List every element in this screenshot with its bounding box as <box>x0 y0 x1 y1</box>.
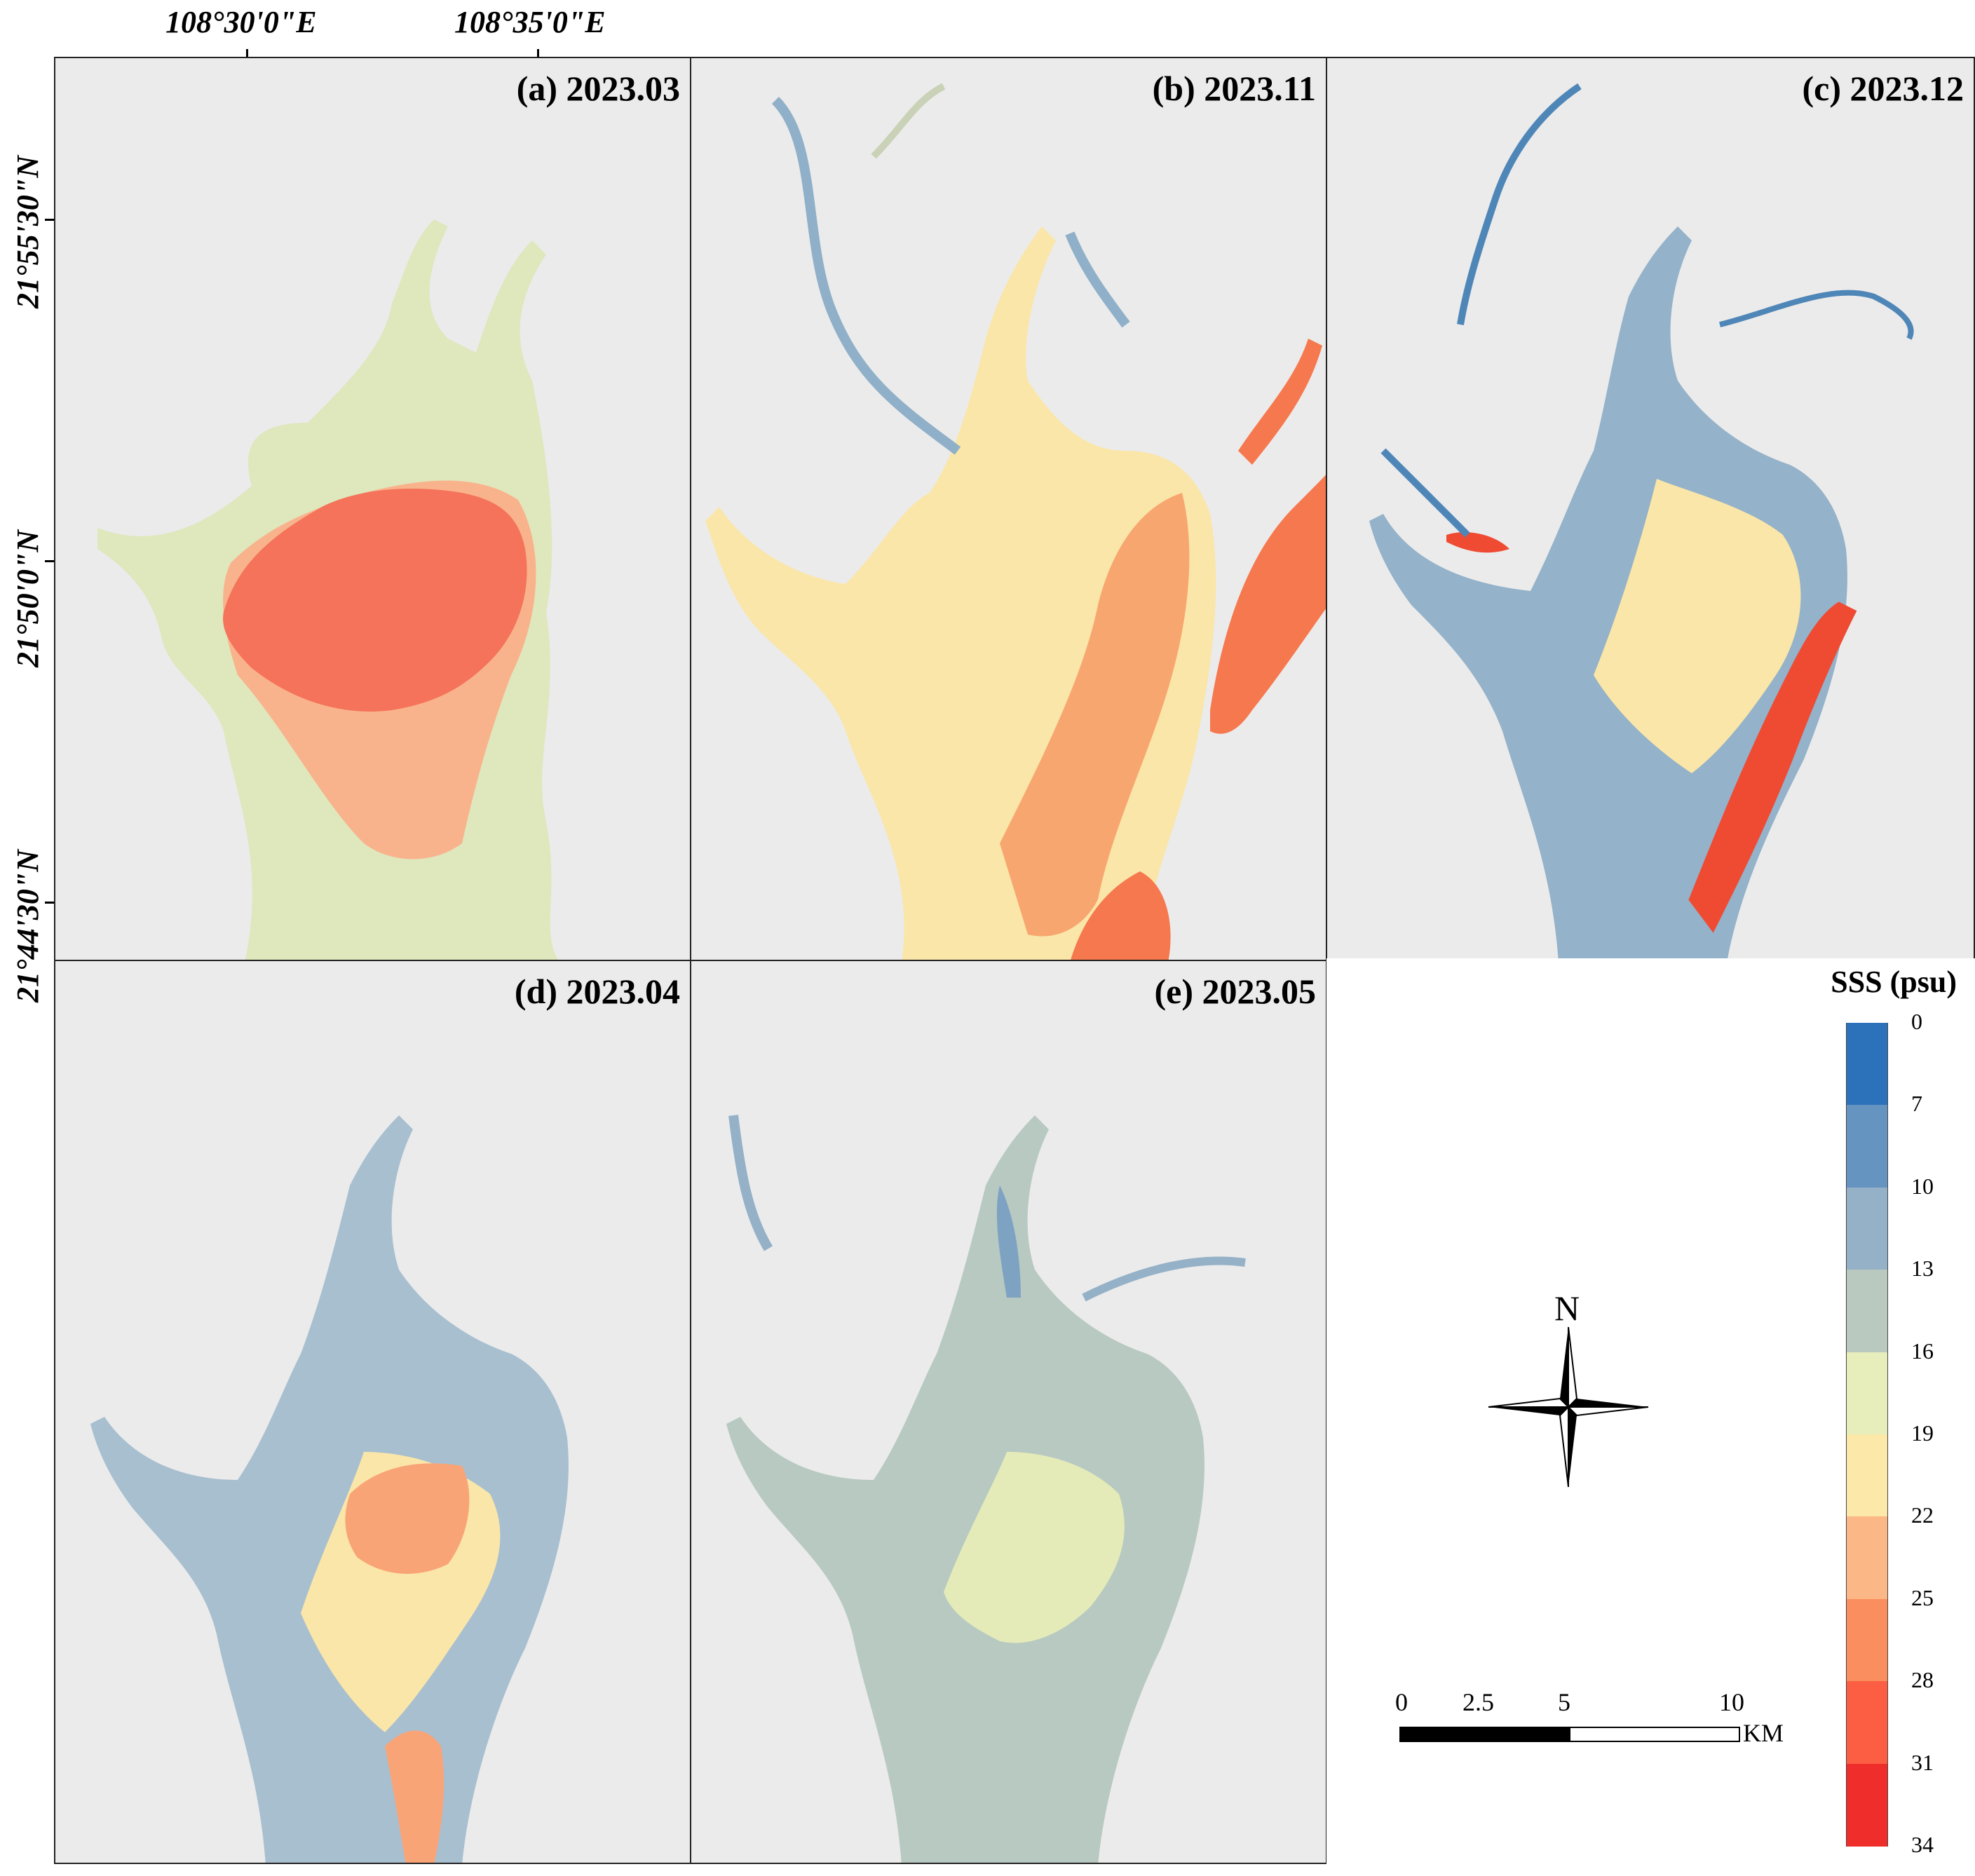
scale-label-5: 5 <box>1558 1688 1570 1716</box>
north-arrow-icon <box>1488 1326 1649 1488</box>
lat-label-3: 21°44'30"N <box>11 849 45 1002</box>
legend-label: 0 <box>1911 1009 1922 1034</box>
legend-swatch <box>1846 1516 1888 1600</box>
salinity-map-a <box>97 219 559 960</box>
scale-label-2-5: 2.5 <box>1462 1688 1494 1716</box>
lat-tick-2 <box>45 560 55 562</box>
lat-label-2: 21°50'0"N <box>11 529 45 667</box>
legend-label: 34 <box>1911 1832 1934 1857</box>
legend-swatch <box>1846 1352 1888 1435</box>
legend-label: 10 <box>1911 1173 1934 1199</box>
panel-title-e: (e) 2023.05 <box>1154 972 1317 1011</box>
salinity-map-d <box>90 1115 569 1863</box>
legend-swatch <box>1846 1270 1888 1353</box>
panel-title-c: (c) 2023.12 <box>1802 69 1964 108</box>
legend-swatch <box>1846 1105 1888 1188</box>
north-label: N <box>1554 1289 1580 1328</box>
legend-label: 13 <box>1911 1256 1934 1282</box>
legend-label: 31 <box>1911 1749 1934 1775</box>
legend-label: 7 <box>1911 1091 1922 1117</box>
legend-title: SSS (psu) <box>1831 965 1957 999</box>
scale-bar-white <box>1569 1727 1740 1742</box>
legend-label: 28 <box>1911 1667 1934 1693</box>
legend-label: 22 <box>1911 1502 1934 1528</box>
panel-title-a: (a) 2023.03 <box>516 69 680 108</box>
legend-area: SSS (psu) 0 7 10 13 16 19 22 25 28 31 34 N 0 2.5 5… <box>1326 958 1975 1876</box>
lat-tick-3 <box>45 902 55 904</box>
scale-label-10: 10 <box>1719 1688 1744 1716</box>
lon-label-2: 108°35'0"E <box>454 5 606 39</box>
panel-title-d: (d) 2023.04 <box>514 972 680 1011</box>
lon-label-1: 108°30'0"E <box>165 5 317 39</box>
legend-swatch <box>1846 1763 1888 1847</box>
legend-label: 16 <box>1911 1338 1934 1364</box>
panel-title-b: (b) 2023.11 <box>1152 69 1316 108</box>
map-panel-d: (d) 2023.04 <box>54 960 691 1864</box>
map-panel-b: (b) 2023.11 <box>690 57 1327 961</box>
map-panel-a: (a) 2023.03 <box>54 57 691 961</box>
map-panel-c: (c) 2023.12 <box>1326 57 1975 961</box>
salinity-map-b <box>705 83 1326 960</box>
legend-swatch <box>1846 1681 1888 1765</box>
legend-swatch <box>1846 1023 1888 1106</box>
scale-bar-black <box>1399 1727 1572 1742</box>
scale-unit: KM <box>1743 1719 1784 1747</box>
salinity-map-e <box>726 1115 1246 1863</box>
lat-label-1: 21°55'30"N <box>11 155 45 308</box>
lon-tick-2 <box>537 49 539 59</box>
legend-swatch <box>1846 1434 1888 1518</box>
legend-label: 25 <box>1911 1584 1934 1610</box>
legend-label: 19 <box>1911 1420 1934 1446</box>
map-panel-e: (e) 2023.05 <box>690 960 1327 1864</box>
legend-swatch <box>1846 1187 1888 1271</box>
scale-label-0: 0 <box>1395 1688 1408 1716</box>
lon-tick-1 <box>246 49 248 59</box>
salinity-map-c <box>1369 83 1914 960</box>
legend-swatch <box>1846 1598 1888 1683</box>
lat-tick-1 <box>45 219 55 221</box>
